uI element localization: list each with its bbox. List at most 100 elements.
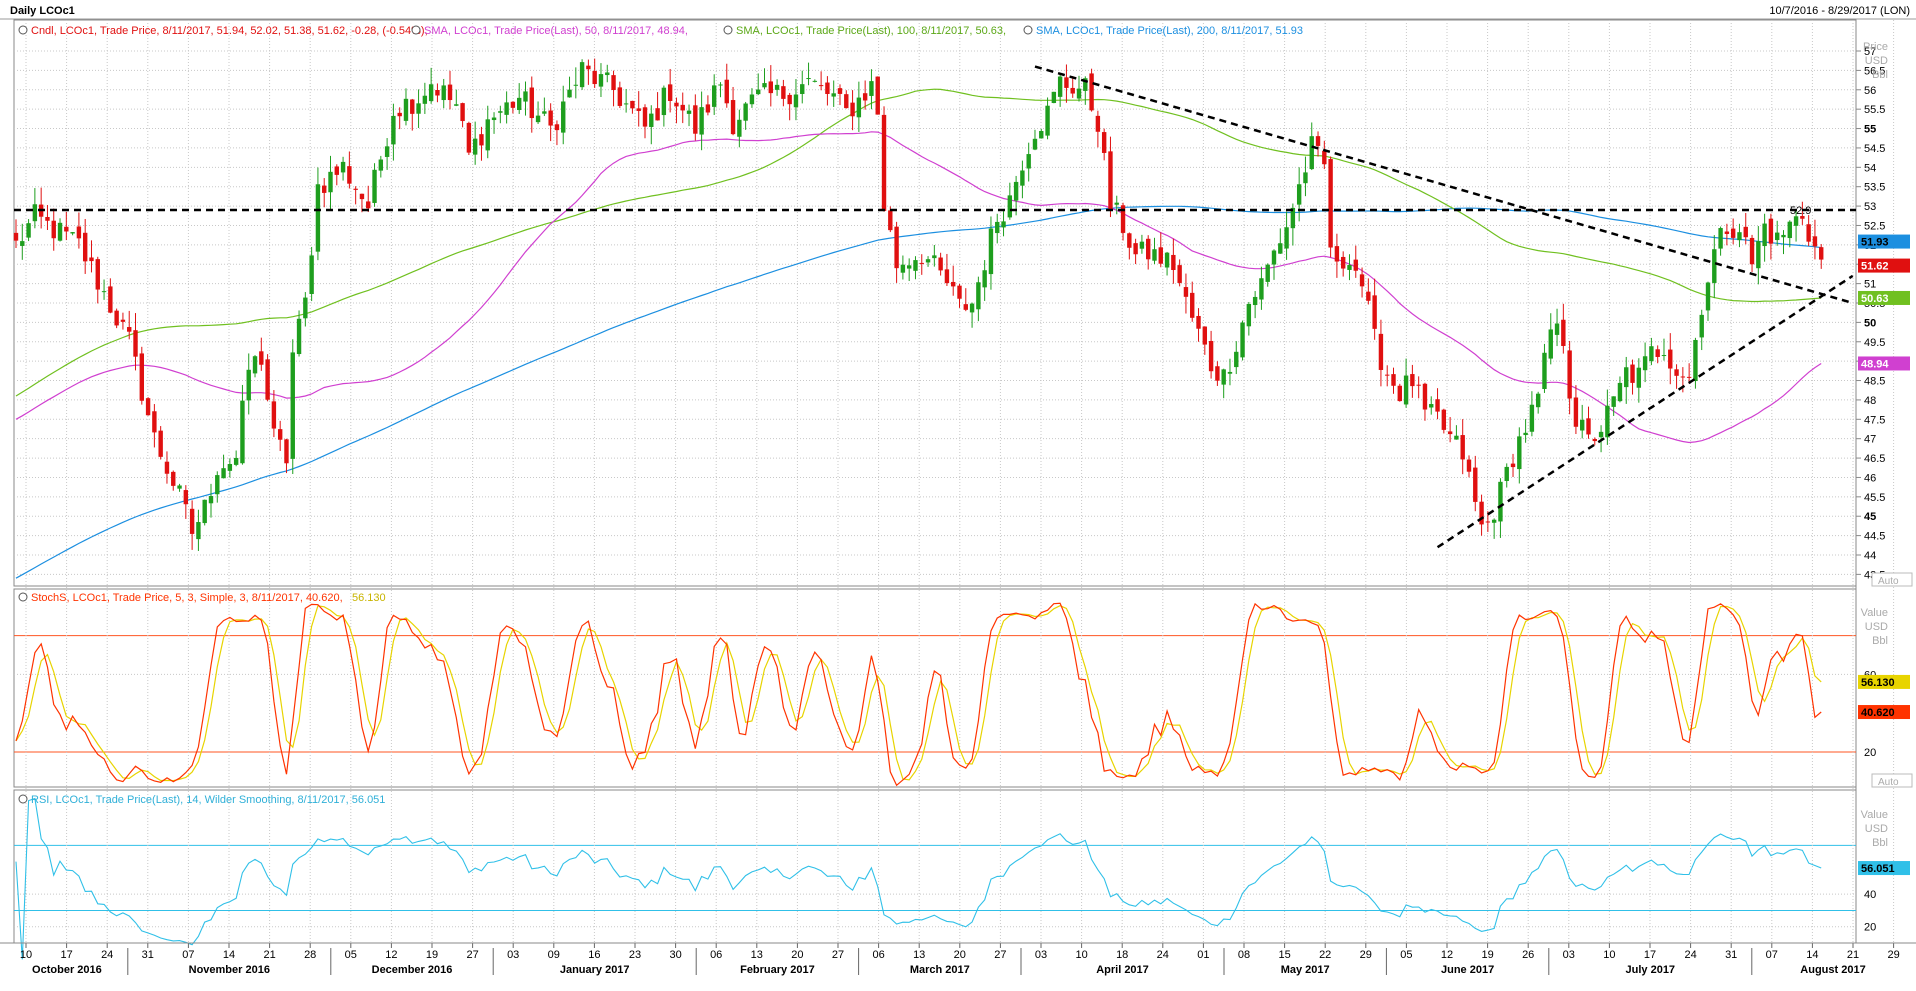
value-tag <box>1858 674 1910 689</box>
candle-body <box>64 226 69 232</box>
auto-button-price[interactable] <box>1871 572 1913 587</box>
candle-body <box>1026 154 1031 169</box>
candle-body <box>793 94 799 108</box>
candle-body <box>1127 233 1132 248</box>
candle-body <box>1712 249 1717 283</box>
sma-100-line <box>15 88 1822 397</box>
candle-body <box>428 84 434 102</box>
candle-body <box>1661 355 1667 357</box>
candle-body <box>1586 418 1591 435</box>
price-tick-label: 44.5 <box>1864 531 1885 543</box>
price-tick-label: 54 <box>1864 162 1876 174</box>
candle-body <box>831 93 836 97</box>
candle-body <box>460 103 465 122</box>
candle-body <box>246 369 251 401</box>
candle-body <box>76 226 82 239</box>
week-tick-label: 01 <box>1197 949 1209 961</box>
stoch-legend: StochS, LCOc1, Trade Price, 5, 3, Simple… <box>18 592 386 604</box>
candle-body <box>479 134 484 146</box>
month-label: August 2017 <box>1800 964 1865 976</box>
candle-body <box>1460 435 1465 460</box>
week-tick-label: 27 <box>994 949 1006 961</box>
week-tick-label: 06 <box>872 949 884 961</box>
week-tick-label: 19 <box>1481 949 1493 961</box>
candle-body <box>1183 287 1189 297</box>
week-tick-label: 24 <box>1157 949 1169 961</box>
week-tick-label: 07 <box>182 949 194 961</box>
candle-body <box>145 398 151 416</box>
candle-body <box>466 122 472 153</box>
candle-body <box>1240 322 1245 358</box>
candle-body <box>359 193 365 200</box>
candle-body <box>617 87 623 106</box>
candle-body <box>108 286 113 313</box>
candle-body <box>1083 78 1088 91</box>
week-tick-label: 03 <box>507 949 519 961</box>
candle-body <box>705 104 711 113</box>
rsi-legend: RSI, LCOc1, Trade Price(Last), 14, Wilde… <box>18 794 385 806</box>
candle-body <box>334 166 339 175</box>
week-tick-label: 05 <box>345 949 357 961</box>
price-tick-label: 48.5 <box>1864 376 1885 388</box>
price-legend: Cndl, LCOc1, Trade Price, 8/11/2017, 51.… <box>18 25 1303 37</box>
candle-body <box>1284 227 1289 249</box>
candle-body <box>1749 237 1755 265</box>
price-tick-label: 48 <box>1864 395 1876 407</box>
candle-body <box>1580 419 1585 431</box>
candle-body <box>642 107 648 127</box>
candle-body <box>1542 352 1547 390</box>
candle-body <box>57 222 63 241</box>
month-label: July 2017 <box>1626 964 1676 976</box>
week-tick-label: 27 <box>832 949 844 961</box>
candle-body <box>1812 236 1818 247</box>
price-tick-label: 46.5 <box>1864 453 1885 465</box>
candle-body <box>605 72 610 76</box>
price-axis-header-3: Bbl <box>1872 69 1888 81</box>
legend-stoch-d: 56.130 <box>352 592 386 604</box>
week-tick-label: 21 <box>263 949 275 961</box>
stoch-axis-header-2: USD <box>1865 621 1888 633</box>
candle-body <box>1768 218 1774 244</box>
price-tick-label: 52.5 <box>1864 220 1885 232</box>
candle-body <box>485 119 490 151</box>
auto-label-price: Auto <box>1878 576 1899 587</box>
candle-body <box>699 107 704 135</box>
candle-body <box>913 260 918 271</box>
candle-body <box>1208 340 1214 372</box>
candle-body <box>1158 247 1163 264</box>
candle-body <box>579 62 585 88</box>
candle-body <box>347 166 352 184</box>
auto-label-stoch: Auto <box>1878 777 1899 788</box>
candle-body <box>1234 351 1239 368</box>
month-label: November 2016 <box>189 964 270 976</box>
candle-body <box>498 111 503 113</box>
candle-body <box>252 356 258 374</box>
trend-line <box>1436 274 1854 549</box>
candle-body <box>510 101 516 108</box>
price-tick-label: 47.5 <box>1864 414 1885 426</box>
week-tick-label: 03 <box>1563 949 1575 961</box>
candle-body <box>756 89 761 95</box>
candle-body <box>875 76 880 115</box>
candle-body <box>1353 259 1358 271</box>
candle-body <box>730 100 736 135</box>
week-tick-label: 03 <box>1035 949 1047 961</box>
candle-body <box>1441 409 1447 430</box>
candle-body <box>454 104 459 106</box>
week-tick-label: 20 <box>954 949 966 961</box>
week-tick-label: 27 <box>466 949 478 961</box>
candle-body <box>202 499 207 524</box>
candle-body <box>20 241 25 246</box>
candle-body <box>737 119 742 137</box>
candle-body <box>1397 385 1402 402</box>
price-tick-label: 54.5 <box>1864 143 1885 155</box>
week-tick-label: 12 <box>385 949 397 961</box>
candle-body <box>837 88 843 94</box>
value-tag <box>1858 356 1910 371</box>
candle-body <box>315 184 321 252</box>
candle-body <box>397 112 402 117</box>
candle-body <box>1120 205 1126 233</box>
candle-body <box>271 401 277 429</box>
candle-body <box>655 108 660 121</box>
auto-button-stoch[interactable] <box>1871 773 1913 788</box>
